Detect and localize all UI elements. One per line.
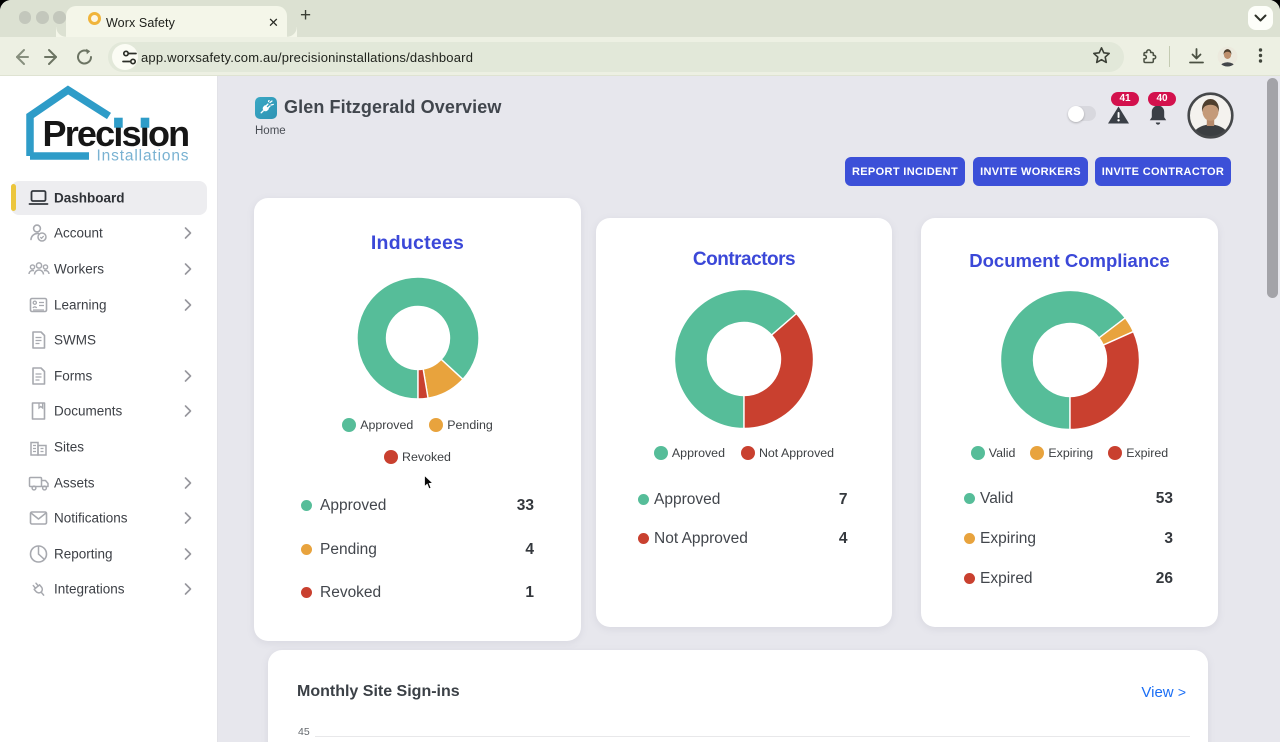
svg-text:Installations: Installations bbox=[97, 148, 190, 165]
